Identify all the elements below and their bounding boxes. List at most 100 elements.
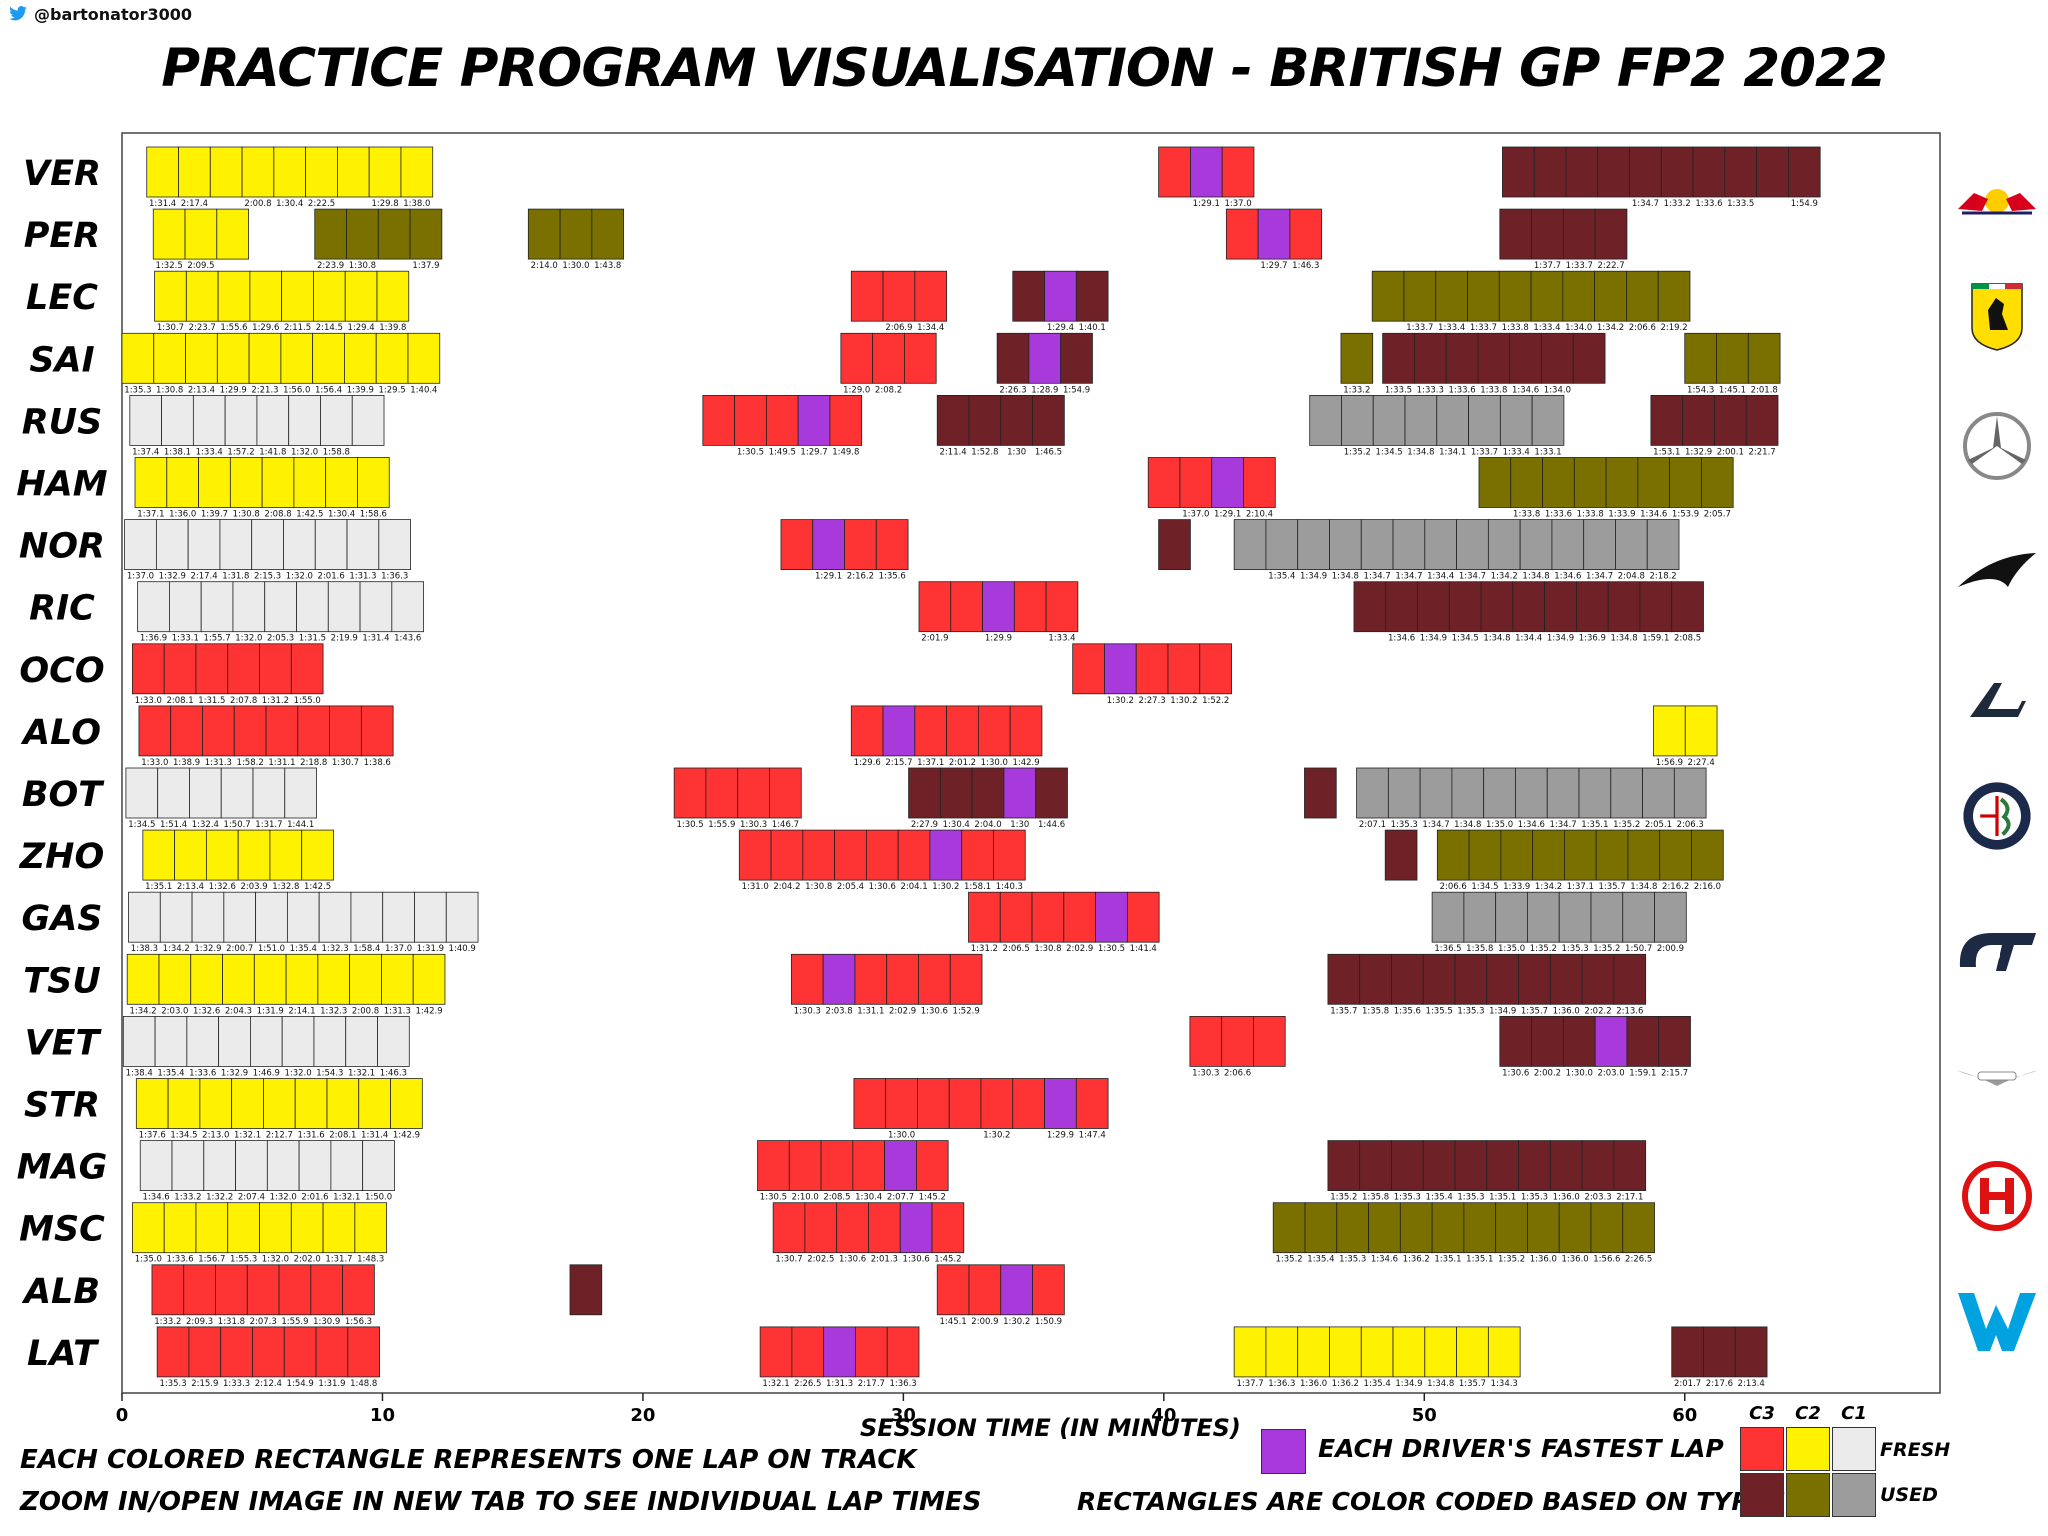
lap-time-label: 1:39.7 [201,510,228,520]
lap-rect [569,1264,603,1316]
lap-rect [559,208,593,260]
lap-rect [126,953,160,1005]
lap-time-label: 1:32.1 [234,1131,261,1141]
fastest-lap-rect [1594,1016,1628,1067]
lap-rect [1533,146,1567,198]
lap-time-label: 1:54.9 [287,1379,314,1389]
lap-time-label: 1:32.0 [286,572,313,582]
lap-rect [865,829,899,881]
lap-time-label: 1:31.2 [971,944,998,954]
lap-time-label: 1:30.6 [903,1255,930,1265]
lap-time-label: 2:04.3 [225,1006,252,1016]
lap-rect [1546,767,1580,819]
lap-time-label: 1:29.6 [252,323,279,333]
lap-time-label: 2:00.1 [1717,447,1744,457]
lap-rect [1199,643,1232,695]
lap-rect [1581,953,1615,1005]
lap-rect [1562,208,1596,260]
lap-time-label: 2:21.3 [251,385,278,395]
lap-rect [1179,457,1213,508]
lap-rect [190,953,223,1005]
lap-time-label: 1:30 [1007,447,1026,457]
lap-rect [1221,1016,1254,1067]
lap-rect [757,1140,790,1191]
lap-rect [850,705,884,757]
lap-time-label: 1:31.8 [222,572,249,582]
lap-time-label: 1:36.9 [1579,634,1606,644]
lap-rect [1519,519,1553,570]
lap-rect [1542,457,1575,508]
lap-rect [1549,953,1583,1005]
lap-time-label: 1:35.2 [1530,944,1557,954]
lap-rect [195,643,229,695]
lap-time-label: 1:36.0 [169,510,196,520]
twitter-handle[interactable]: @bartonator3000 [8,2,192,26]
aston-martin-logo [1956,1070,2038,1086]
lap-rect [829,394,863,446]
lap-rect [174,829,207,881]
lap-rect [313,1016,347,1067]
lap-rect [1221,146,1255,198]
lap-rect [1403,270,1437,322]
lap-rect [1392,519,1426,570]
lap-time-label: 1:58.4 [353,944,380,954]
lap-time-label: 1:37.0 [127,572,154,582]
lap-rect [1498,270,1532,322]
lap-rect [215,1264,248,1316]
lap-rect [154,1016,188,1067]
lap-time-label: 1:34.2 [1491,572,1518,582]
lap-rect [1716,332,1749,384]
lap-rect [1500,829,1534,881]
lap-time-label: 1:30.6 [839,1255,866,1265]
lap-rect [349,953,382,1005]
lap-rect [326,1078,360,1129]
swatch-c3-used [1740,1473,1784,1517]
lap-rect [1583,519,1616,570]
lap-rect [1340,332,1374,384]
lap-rect [1657,270,1691,322]
lap-time-label: 1:52.9 [953,1006,980,1016]
lap-time-label: 1:31.8 [218,1317,245,1327]
lap-time-label: 1:30.4 [943,820,970,830]
lap-rect [836,1202,869,1254]
lap-rect [1530,270,1564,322]
lap-time-label: 1:55.0 [294,696,321,706]
lap-time-label: 1:34.9 [1489,1006,1516,1016]
lap-rect [1669,457,1702,508]
fastest-lap-rect [823,1326,856,1378]
lap-rect [1626,1016,1660,1067]
lap-time-label: 1:33.1 [1534,447,1561,457]
lap-time-label: 2:05.1 [1645,820,1672,830]
lap-rect [1422,953,1456,1005]
lap-time-label: 2:14.1 [288,1006,315,1016]
lap-time-label: 1:58.1 [964,882,991,892]
lap-rect [1304,1202,1338,1254]
lap-time-label: 1:44.1 [287,820,314,830]
lap-rect [156,1326,190,1378]
lap-time-label: 1:30.7 [157,323,184,333]
lap-rect [170,705,203,757]
lap-rect [1684,332,1717,384]
lap-rect [1456,519,1489,570]
lap-rect [390,1078,423,1129]
lap-rect [216,332,250,384]
lap-time-label: 1:32.9 [1685,447,1712,457]
lap-time-label: 1:38.4 [126,1068,153,1078]
lap-rect [734,394,767,446]
lap-time-label: 1:56.6 [1593,1255,1620,1265]
lap-rect [1509,332,1542,384]
lap-time-label: 1:30.9 [313,1317,340,1327]
fastest-lap-rect [1190,146,1223,198]
lap-time-label: 1:36.3 [1268,1379,1295,1389]
lap-time-label: 1:33.4 [1533,323,1560,333]
lap-rect [1613,953,1647,1005]
mclaren-logo [1958,553,2036,587]
lap-rect [350,891,384,943]
lap-rect [1701,457,1734,508]
lap-time-label: 2:14.0 [531,261,558,271]
x-tick-label: 10 [370,1405,395,1426]
lap-rect [1483,767,1516,819]
lap-rect [142,829,176,881]
lap-rect [318,891,352,943]
fastest-lap-rect [1044,1078,1077,1129]
